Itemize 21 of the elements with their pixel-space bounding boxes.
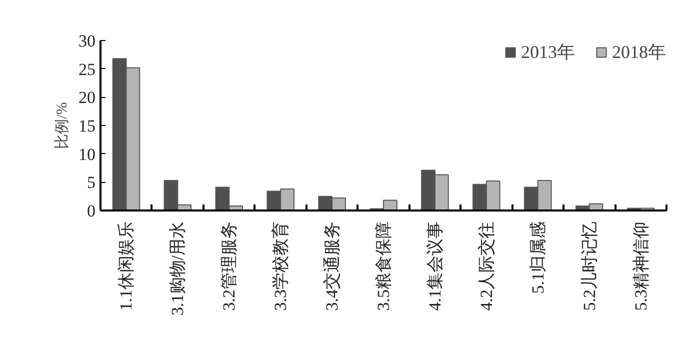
x-tick-label: 1.1休闲娱乐 bbox=[116, 222, 136, 311]
x-tick-label: 4.2人际交往 bbox=[476, 222, 496, 311]
y-tick-label: 30 bbox=[78, 32, 96, 50]
legend-label: 2018年 bbox=[612, 41, 666, 64]
x-tick-label: 5.3精神信仰 bbox=[631, 222, 650, 311]
y-tick-label: 15 bbox=[78, 116, 96, 136]
x-tick-label: 5.2儿时记忆 bbox=[580, 222, 599, 311]
y-tick-label: 10 bbox=[78, 144, 96, 164]
x-tick-label: 3.3学校教育 bbox=[271, 222, 290, 311]
x-tick-label: 3.4交通服务 bbox=[322, 222, 342, 311]
y-tick-label: 0 bbox=[87, 202, 96, 220]
legend-label: 2013年 bbox=[521, 41, 575, 64]
y-axis-title: 比例/% bbox=[54, 102, 70, 149]
x-tick-label: 3.1购物/用水 bbox=[168, 221, 188, 316]
x-tick-label: 3.5粮食保障 bbox=[374, 222, 393, 311]
y-tick-label: 20 bbox=[78, 88, 96, 108]
y-tick-label: 5 bbox=[87, 173, 96, 192]
x-tick-label: 3.2管理服务 bbox=[220, 222, 239, 311]
x-tick-label: 5.1归属感 bbox=[528, 222, 548, 294]
x-tick-label: 4.1集会议事 bbox=[425, 222, 444, 311]
y-tick-label: 25 bbox=[78, 60, 96, 79]
